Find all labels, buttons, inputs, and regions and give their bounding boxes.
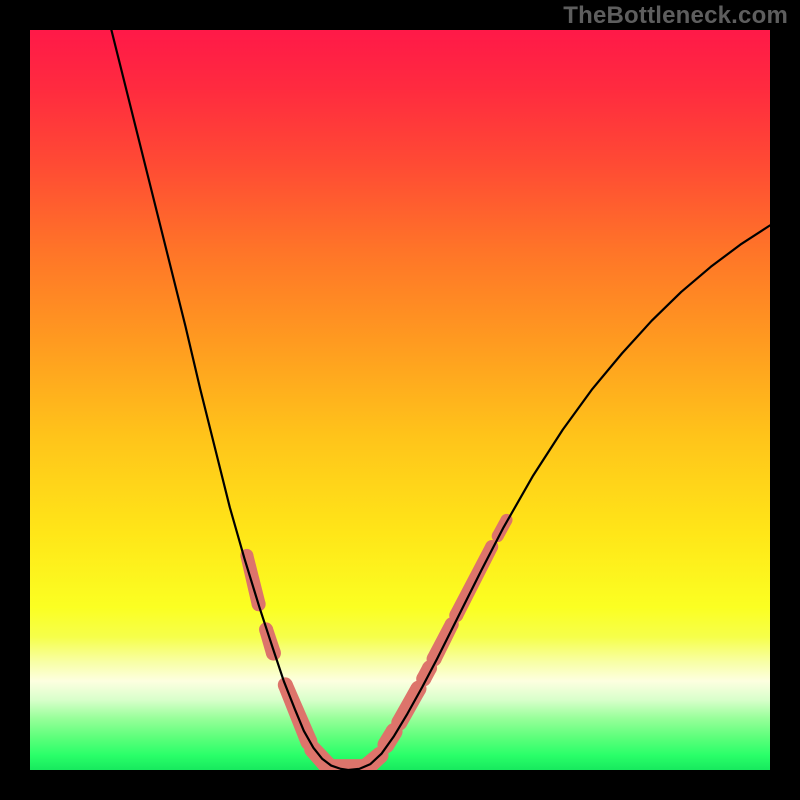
bottleneck-chart [0,0,800,800]
watermark-label: TheBottleneck.com [563,2,788,30]
plot-background-gradient [30,30,770,770]
chart-container: TheBottleneck.com [0,0,800,800]
